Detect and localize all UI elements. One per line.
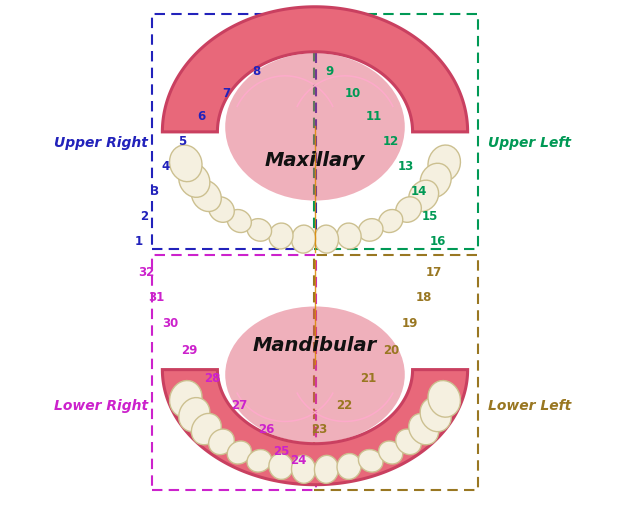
Text: 30: 30 — [162, 316, 178, 329]
Ellipse shape — [227, 441, 251, 464]
Ellipse shape — [428, 146, 461, 182]
Ellipse shape — [247, 219, 272, 242]
Text: 7: 7 — [222, 87, 230, 100]
Text: 24: 24 — [290, 453, 306, 466]
Ellipse shape — [314, 226, 338, 254]
Text: 26: 26 — [258, 422, 274, 435]
Polygon shape — [163, 8, 467, 133]
Ellipse shape — [428, 381, 461, 417]
Ellipse shape — [337, 453, 361, 479]
Text: 17: 17 — [426, 265, 442, 278]
Ellipse shape — [337, 224, 361, 249]
Text: Upper Right: Upper Right — [54, 136, 148, 149]
Text: 3: 3 — [150, 185, 158, 198]
Text: 1: 1 — [135, 234, 143, 247]
Text: 15: 15 — [422, 210, 438, 223]
Text: 2: 2 — [140, 210, 148, 223]
Text: Mandibular: Mandibular — [253, 335, 377, 355]
Text: 16: 16 — [430, 234, 446, 247]
Text: 13: 13 — [398, 160, 414, 173]
Text: 23: 23 — [311, 422, 327, 435]
Text: 19: 19 — [402, 316, 418, 329]
Text: 6: 6 — [197, 110, 205, 123]
Text: 22: 22 — [336, 398, 352, 411]
Ellipse shape — [396, 197, 421, 223]
Ellipse shape — [227, 210, 251, 233]
Ellipse shape — [192, 414, 221, 445]
Text: 4: 4 — [162, 160, 170, 173]
Polygon shape — [163, 370, 467, 485]
Text: 31: 31 — [147, 290, 164, 303]
Ellipse shape — [358, 449, 383, 472]
Ellipse shape — [192, 181, 221, 212]
Text: 21: 21 — [360, 371, 376, 384]
Text: 25: 25 — [273, 444, 289, 457]
Text: 10: 10 — [345, 87, 360, 100]
Ellipse shape — [420, 164, 451, 198]
Ellipse shape — [225, 307, 405, 443]
Text: 12: 12 — [383, 135, 399, 148]
Text: 9: 9 — [325, 65, 333, 78]
Text: Lower Right: Lower Right — [54, 398, 148, 412]
Ellipse shape — [269, 453, 293, 479]
Ellipse shape — [179, 398, 210, 432]
Ellipse shape — [396, 429, 421, 454]
Ellipse shape — [269, 224, 293, 249]
Text: 5: 5 — [178, 135, 186, 148]
Text: 20: 20 — [383, 343, 399, 357]
Text: 28: 28 — [203, 371, 220, 384]
Text: 32: 32 — [138, 265, 154, 278]
Text: Lower Left: Lower Left — [488, 398, 571, 412]
Ellipse shape — [409, 414, 438, 445]
Text: 11: 11 — [366, 110, 382, 123]
Ellipse shape — [292, 456, 316, 483]
Ellipse shape — [209, 197, 234, 223]
Ellipse shape — [409, 181, 438, 212]
Ellipse shape — [209, 429, 234, 454]
Ellipse shape — [169, 381, 202, 417]
Text: 29: 29 — [181, 343, 197, 357]
Text: 14: 14 — [411, 185, 427, 198]
Ellipse shape — [358, 219, 383, 242]
Text: Upper Left: Upper Left — [488, 136, 571, 149]
Ellipse shape — [292, 226, 316, 254]
Ellipse shape — [225, 54, 405, 201]
Ellipse shape — [420, 398, 451, 432]
Ellipse shape — [379, 210, 403, 233]
Ellipse shape — [314, 456, 338, 483]
Text: Maxillary: Maxillary — [265, 150, 365, 170]
Ellipse shape — [379, 441, 403, 464]
Ellipse shape — [247, 449, 272, 472]
Text: 27: 27 — [231, 398, 247, 411]
Text: 8: 8 — [252, 65, 260, 78]
Text: 18: 18 — [416, 290, 432, 303]
Ellipse shape — [179, 164, 210, 198]
Ellipse shape — [169, 146, 202, 182]
